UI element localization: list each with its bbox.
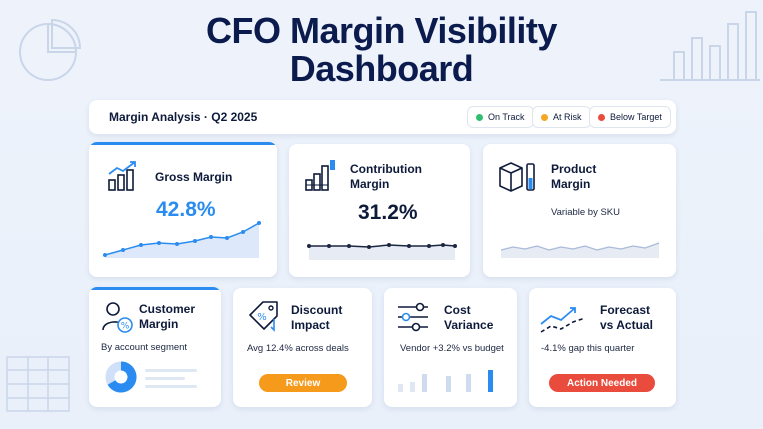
gross-margin-value: 42.8% — [156, 198, 216, 221]
action-needed-button[interactable]: Action Needed — [549, 374, 655, 392]
card-title-line1: Customer — [139, 302, 196, 316]
user-percent-icon: % — [102, 302, 133, 333]
product-sparkline — [500, 242, 660, 258]
card-title-line1: Product — [551, 162, 597, 176]
card-title: Discount Impact — [291, 303, 342, 333]
boxes-icon — [499, 162, 535, 192]
card-title-line2: Margin — [139, 317, 179, 331]
contribution-margin-value: 31.2% — [358, 201, 418, 224]
trend-compare-icon — [540, 307, 586, 333]
card-title: Contribution Margin — [350, 162, 422, 192]
card-title-line2: Margin — [551, 177, 591, 191]
tag-percent-icon: % — [249, 301, 278, 332]
gross-sparkline — [103, 221, 261, 258]
card-title-line2: Margin — [350, 177, 390, 191]
sliders-icon — [398, 302, 428, 332]
card-accent — [89, 142, 277, 145]
legend-label: Below Target — [610, 112, 662, 122]
customer-margin-card[interactable]: % Customer Margin By account segment — [89, 287, 221, 407]
spreadsheet-decor-icon — [6, 356, 70, 412]
card-title: Cost Variance — [444, 303, 493, 333]
segment-legend-lines — [145, 369, 197, 388]
card-subtitle: Avg 12.4% across deals — [247, 343, 349, 354]
stacked-bars-icon — [305, 160, 335, 191]
product-margin-card[interactable]: Product Margin Variable by SKU — [483, 144, 676, 277]
status-dot-red — [598, 113, 605, 121]
gross-margin-card[interactable]: Gross Margin 42.8% — [89, 142, 277, 277]
discount-impact-card[interactable]: % Discount Impact Avg 12.4% across deals… — [233, 288, 372, 407]
card-subtitle: Variable by SKU — [551, 207, 620, 218]
status-dot-green — [476, 113, 483, 121]
review-button[interactable]: Review — [259, 374, 347, 392]
legend-label: At Risk — [553, 112, 582, 122]
card-title-line2: Variance — [444, 318, 494, 332]
card-title: Product Margin — [551, 162, 596, 192]
period-label: Margin Analysis · Q2 2025 — [109, 110, 258, 124]
card-title-line1: Discount — [291, 303, 343, 317]
filter-bar: Margin Analysis · Q2 2025 On Track At Ri… — [89, 100, 676, 134]
legend-label: On Track — [488, 112, 525, 122]
page-title: CFO Margin Visibility Dashboard — [0, 12, 763, 88]
legend-on-track[interactable]: On Track — [467, 106, 534, 128]
card-title-line1: Contribution — [350, 162, 422, 176]
card-title: Gross Margin — [155, 170, 233, 184]
segment-donut — [105, 361, 137, 393]
forecast-vs-actual-card[interactable]: Forecast vs Actual -4.1% gap this quarte… — [529, 288, 676, 407]
page-title-line1: CFO Margin Visibility — [206, 10, 557, 51]
card-title-line2: Impact — [291, 318, 330, 332]
contribution-sparkline — [307, 243, 457, 260]
card-title: Customer Margin — [139, 302, 195, 332]
variance-bars — [398, 370, 493, 392]
svg-text:%: % — [257, 312, 267, 323]
svg-text:%: % — [121, 322, 130, 332]
legend-below-target[interactable]: Below Target — [589, 106, 671, 128]
cost-variance-card[interactable]: Cost Variance Vendor +3.2% vs budget — [384, 288, 517, 407]
card-title-line2: vs Actual — [600, 318, 653, 332]
card-subtitle: Vendor +3.2% vs budget — [400, 343, 504, 354]
card-subtitle: -4.1% gap this quarter — [541, 343, 635, 354]
page-title-line2: Dashboard — [289, 48, 474, 89]
legend-at-risk[interactable]: At Risk — [532, 106, 591, 128]
bar-growth-icon — [108, 161, 136, 191]
card-title: Forecast vs Actual — [600, 303, 653, 333]
card-title-line1: Cost — [444, 303, 471, 317]
card-subtitle: By account segment — [101, 342, 188, 353]
status-dot-orange — [541, 113, 548, 121]
card-accent — [89, 287, 221, 290]
card-title-line1: Forecast — [600, 303, 651, 317]
contribution-margin-card[interactable]: Contribution Margin 31.2% — [289, 144, 470, 277]
